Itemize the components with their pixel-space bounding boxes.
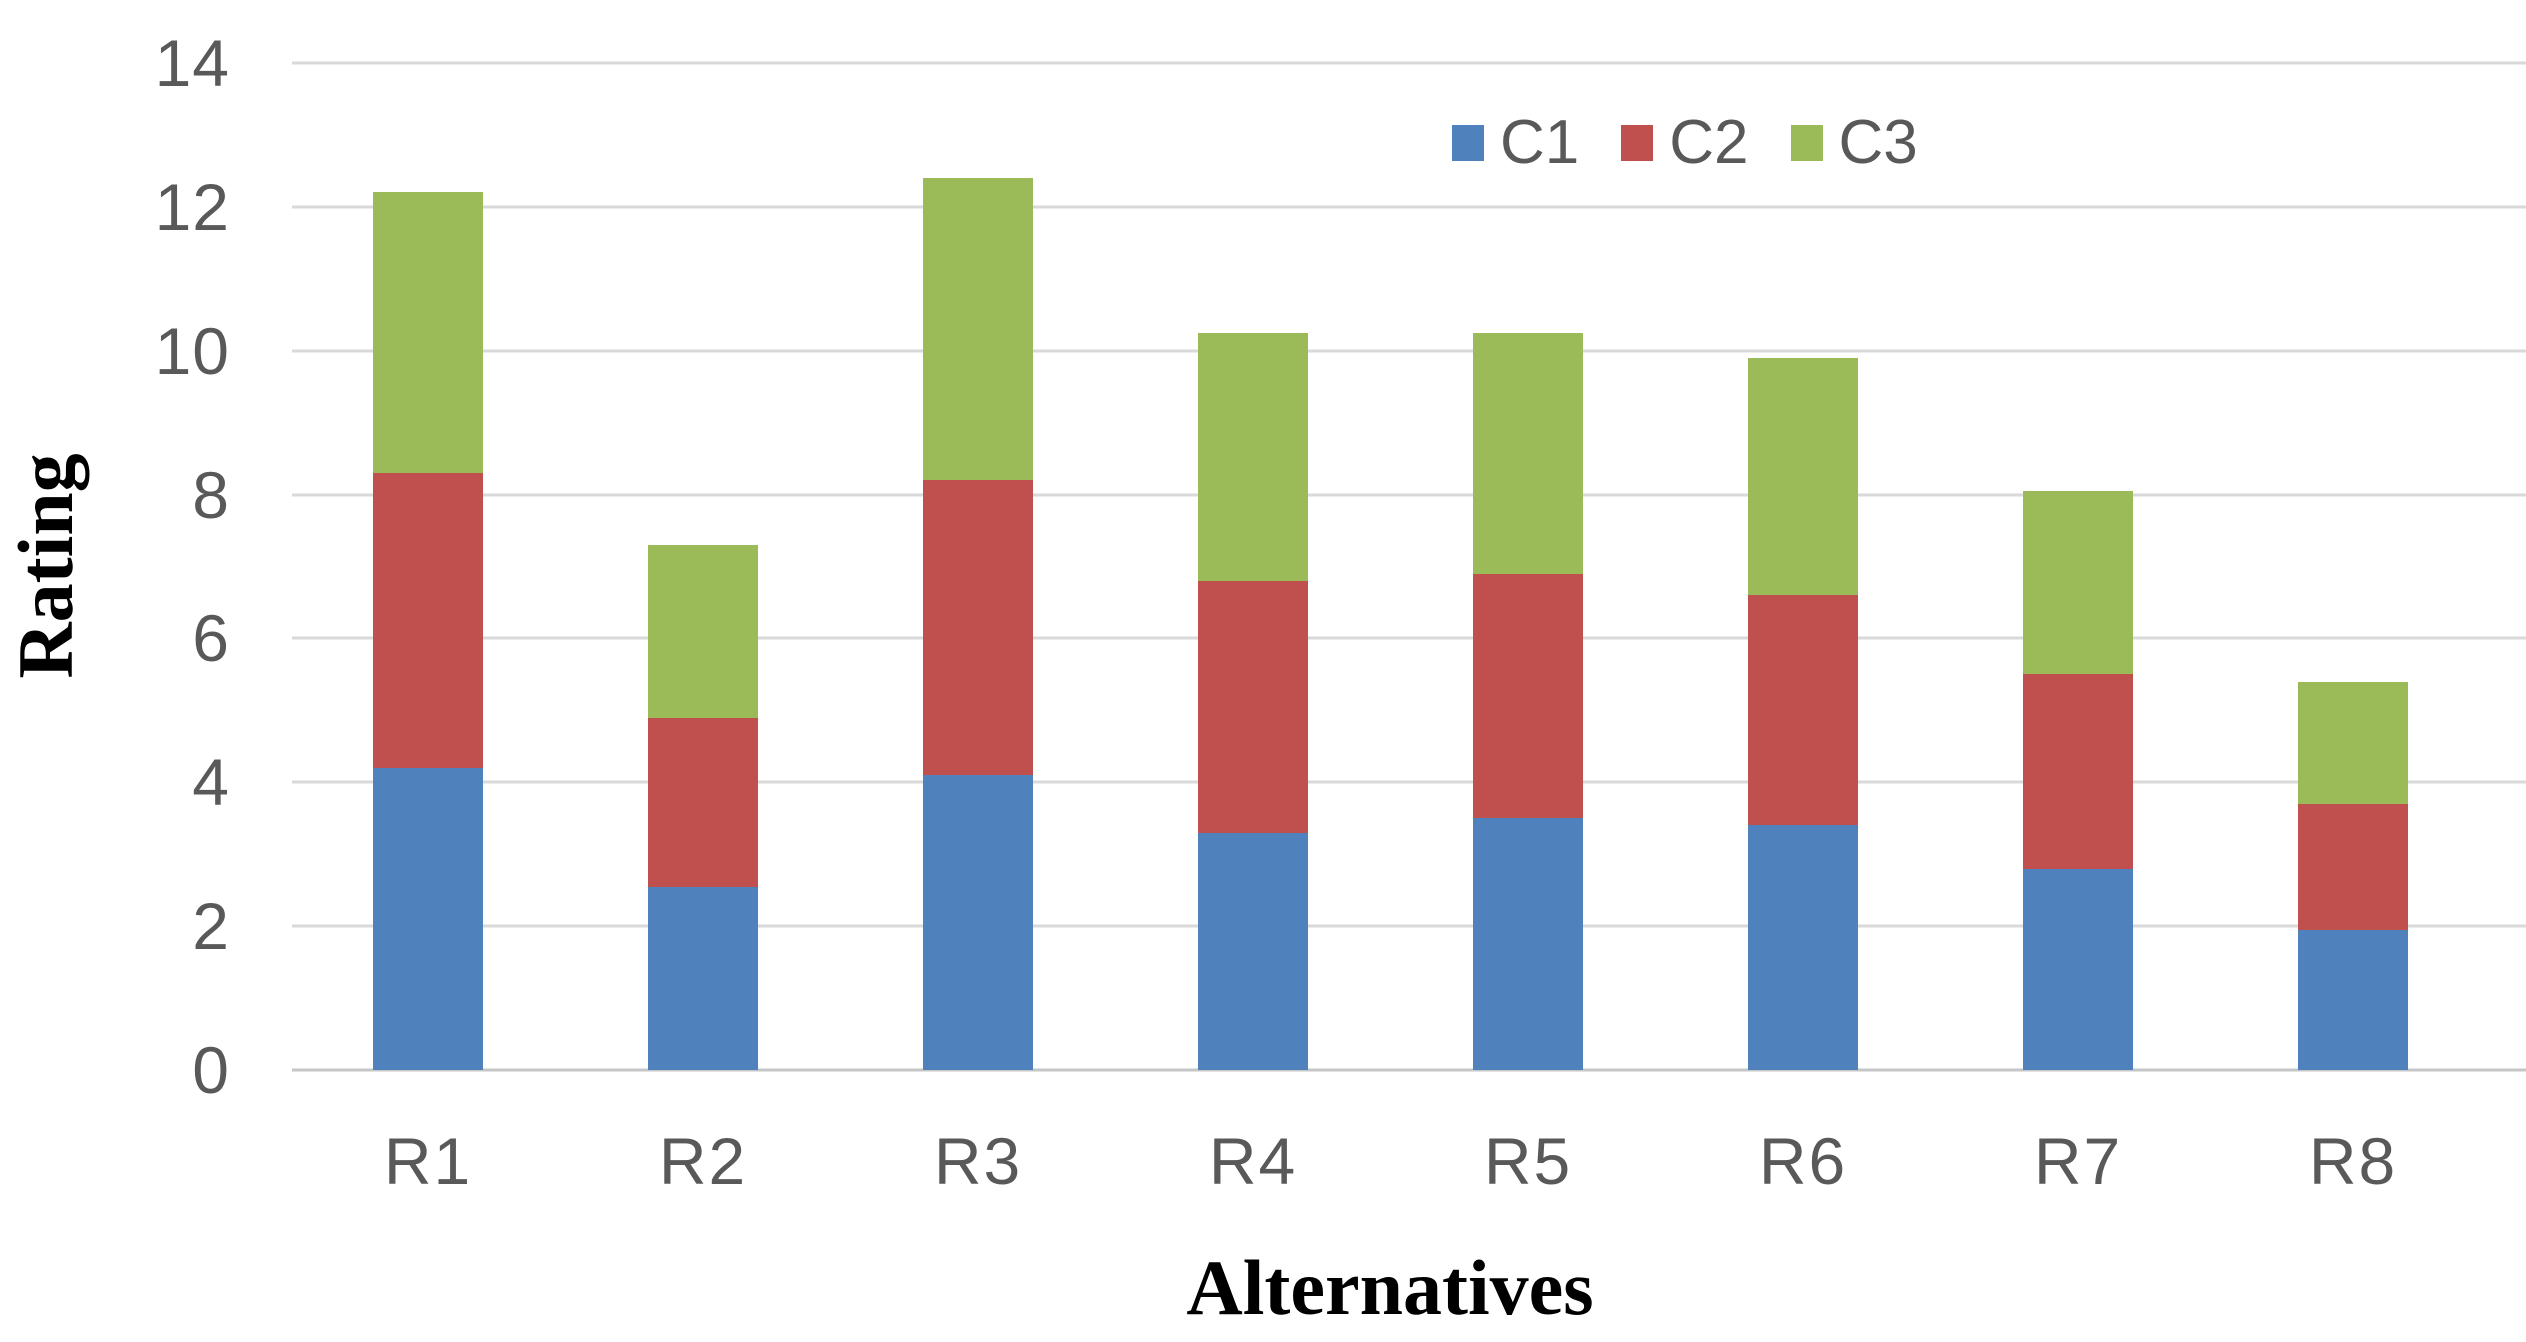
bar-segment-R3-C1 xyxy=(923,775,1033,1070)
bar-segment-R5-C2 xyxy=(1473,573,1583,819)
bar-segment-R5-C1 xyxy=(1473,818,1583,1070)
x-tick-label-R1: R1 xyxy=(383,1124,473,1198)
bar-segment-R7-C3 xyxy=(2023,491,2133,675)
x-axis-title: Alternatives xyxy=(1186,1244,1594,1331)
legend: C1 C2 C3 xyxy=(1452,112,1918,174)
legend-swatch-icon-C1 xyxy=(1452,125,1484,161)
bar-R4 xyxy=(1198,63,1308,1070)
y-tick-label-0: 0 xyxy=(192,1033,230,1107)
gridline-y-8 xyxy=(292,493,2526,497)
gridline-y-14 xyxy=(292,61,2526,65)
gridline-y-2 xyxy=(292,924,2526,928)
x-tick-label-R4: R4 xyxy=(1208,1124,1298,1198)
bar-segment-R3-C3 xyxy=(923,178,1033,481)
y-tick-label-8: 8 xyxy=(192,457,230,532)
gridline-y-12 xyxy=(292,205,2526,209)
bar-segment-R2-C2 xyxy=(648,717,758,887)
legend-label-C1: C1 xyxy=(1500,108,1580,177)
y-tick-label-4: 4 xyxy=(192,745,230,820)
x-tick-label-R6: R6 xyxy=(1758,1124,1848,1198)
bar-segment-R4-C1 xyxy=(1198,832,1308,1070)
bar-segment-R7-C1 xyxy=(2023,868,2133,1070)
bar-segment-R8-C1 xyxy=(2298,929,2408,1070)
bar-segment-R3-C2 xyxy=(923,480,1033,776)
plot-area xyxy=(292,61,2526,1072)
x-tick-label-R5: R5 xyxy=(1483,1124,1573,1198)
bar-R3 xyxy=(923,63,1033,1070)
y-tick-label-14: 14 xyxy=(154,26,230,100)
y-axis-tick-labels: 0 2 4 6 8 10 12 14 xyxy=(0,30,292,1103)
gridline-y-0 xyxy=(292,1068,2526,1072)
legend-item-C2: C2 xyxy=(1621,108,1749,177)
bar-segment-R4-C2 xyxy=(1198,580,1308,833)
bar-segment-R1-C1 xyxy=(373,767,483,1070)
y-tick-label-6: 6 xyxy=(192,601,230,676)
bar-segment-R6-C2 xyxy=(1748,595,1858,826)
gridline-y-4 xyxy=(292,780,2526,784)
bar-segment-R1-C2 xyxy=(373,473,483,768)
bar-segment-R8-C3 xyxy=(2298,681,2408,804)
gridline-y-6 xyxy=(292,636,2526,640)
bar-segment-R2-C1 xyxy=(648,886,758,1070)
legend-label-C3: C3 xyxy=(1838,108,1918,177)
x-tick-label-R8: R8 xyxy=(2308,1124,2398,1198)
bar-R1 xyxy=(373,63,483,1070)
bar-segment-R1-C3 xyxy=(373,192,483,473)
bar-R5 xyxy=(1473,63,1583,1070)
y-tick-label-2: 2 xyxy=(192,889,230,964)
bar-segment-R6-C1 xyxy=(1748,825,1858,1070)
bar-segment-R6-C3 xyxy=(1748,357,1858,596)
legend-swatch-icon-C3 xyxy=(1790,125,1823,161)
legend-item-C3: C3 xyxy=(1790,108,1918,177)
legend-label-C2: C2 xyxy=(1669,108,1749,177)
bar-R2 xyxy=(648,63,758,1070)
bar-R8 xyxy=(2298,63,2408,1070)
bar-segment-R7-C2 xyxy=(2023,674,2133,869)
y-tick-label-10: 10 xyxy=(154,313,230,388)
x-tick-label-R3: R3 xyxy=(933,1124,1023,1198)
bar-segment-R4-C3 xyxy=(1198,332,1308,581)
gridline-y-10 xyxy=(292,349,2526,353)
legend-item-C1: C1 xyxy=(1452,112,1579,174)
bar-R7 xyxy=(2023,63,2133,1070)
y-tick-label-12: 12 xyxy=(154,169,230,244)
bar-segment-R8-C2 xyxy=(2298,803,2408,930)
legend-swatch-icon-C2 xyxy=(1621,125,1654,161)
bar-segment-R2-C3 xyxy=(648,544,758,718)
x-tick-label-R2: R2 xyxy=(658,1124,748,1198)
x-axis-tick-labels: R1 R2 R3 R4 R5 R6 R7 R8 xyxy=(292,1128,2526,1208)
x-tick-label-R7: R7 xyxy=(2033,1124,2123,1198)
bar-R6 xyxy=(1748,63,1858,1070)
bar-segment-R5-C3 xyxy=(1473,332,1583,574)
